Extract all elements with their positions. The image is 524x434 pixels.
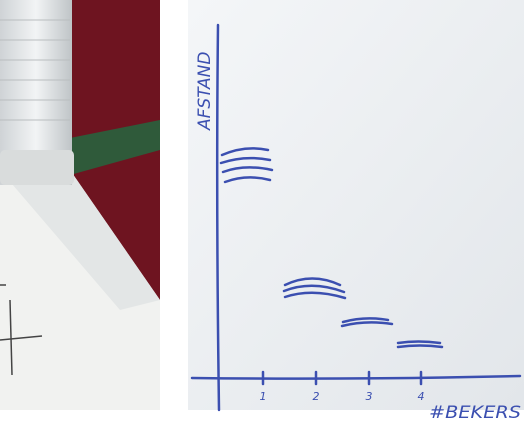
photo-collage: AFSTAND 1 2 3 4 #BEKERS: [0, 0, 524, 434]
x-tick-label: 4: [418, 390, 425, 403]
x-tick-label: 1: [260, 390, 267, 403]
x-axis-label: #BEKERS: [429, 403, 521, 423]
x-tick-label: 2: [313, 390, 320, 403]
sketch-photo: AFSTAND 1 2 3 4 #BEKERS: [188, 0, 524, 423]
left-photo: [0, 0, 160, 410]
y-axis-label: AFSTAND: [195, 52, 215, 131]
x-tick-label: 3: [366, 390, 373, 403]
